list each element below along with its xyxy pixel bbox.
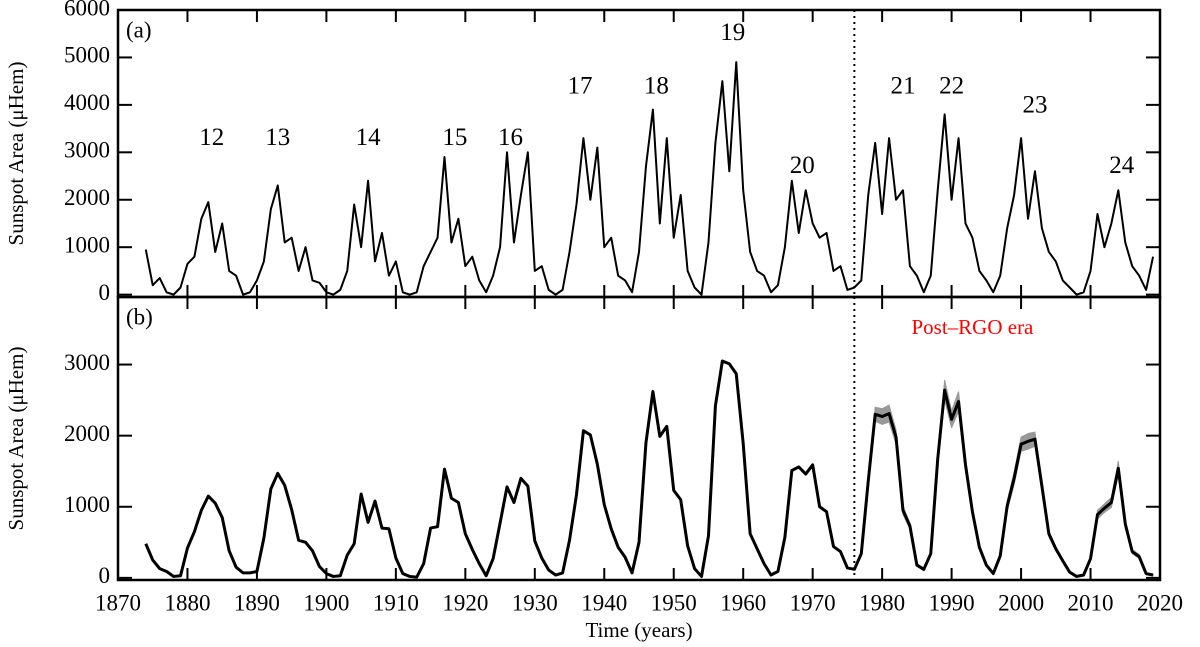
x-tick-label: 2010 xyxy=(1068,590,1114,615)
y-axis-label: Sunspot Area (μHem) xyxy=(4,62,28,246)
y-tick-label: 6000 xyxy=(64,0,110,20)
annotation: 18 xyxy=(644,73,669,100)
data-line xyxy=(144,61,1155,296)
y-tick-label: 1000 xyxy=(64,492,110,517)
x-tick-label: 2020 xyxy=(1137,590,1183,615)
x-tick-label: 1900 xyxy=(303,590,349,615)
annotation: 22 xyxy=(939,73,964,100)
annotation: 20 xyxy=(790,152,815,179)
y-tick-label: 2000 xyxy=(64,185,110,210)
plot-frame xyxy=(116,295,1162,582)
x-tick-label: 1910 xyxy=(373,590,419,615)
annotation: 15 xyxy=(442,124,467,151)
x-tick-label: 1990 xyxy=(929,590,975,615)
x-tick-label: 1870 xyxy=(95,590,141,615)
y-tick-label: 0 xyxy=(99,563,111,588)
annotation: 14 xyxy=(356,124,382,151)
x-tick-label: 1930 xyxy=(512,590,558,615)
x-tick-label: 1980 xyxy=(859,590,905,615)
x-tick-label: 1970 xyxy=(790,590,836,615)
annotation: Post–RGO era xyxy=(911,315,1034,339)
x-axis-label: Time (years) xyxy=(585,618,692,642)
x-tick-label: 1890 xyxy=(234,590,280,615)
x-tick-label: 1940 xyxy=(581,590,627,615)
data-line xyxy=(144,359,1154,579)
panel-label: (b) xyxy=(126,304,153,329)
x-tick-label: 1880 xyxy=(164,590,210,615)
x-tick-label: 1950 xyxy=(651,590,697,615)
annotation: 23 xyxy=(1022,92,1047,119)
y-tick-label: 5000 xyxy=(64,43,110,68)
x-tick-label: 2000 xyxy=(998,590,1044,615)
y-tick-label: 4000 xyxy=(64,90,110,115)
x-tick-label: 1960 xyxy=(720,590,766,615)
annotation: 13 xyxy=(265,124,290,151)
annotation: 17 xyxy=(567,73,592,100)
y-tick-label: 0 xyxy=(99,280,111,305)
annotation: 12 xyxy=(199,124,224,151)
y-tick-label: 3000 xyxy=(64,350,110,375)
y-axis-label: Sunspot Area (μHem) xyxy=(4,347,28,531)
x-tick-label: 1920 xyxy=(442,590,488,615)
panel-label: (a) xyxy=(126,17,152,42)
y-tick-label: 3000 xyxy=(64,138,110,163)
annotation: 21 xyxy=(890,73,915,100)
y-tick-label: 2000 xyxy=(64,421,110,446)
y-tick-label: 1000 xyxy=(64,232,110,257)
annotation: 24 xyxy=(1109,152,1135,179)
annotation: 16 xyxy=(498,124,523,151)
annotation: 19 xyxy=(720,19,745,46)
